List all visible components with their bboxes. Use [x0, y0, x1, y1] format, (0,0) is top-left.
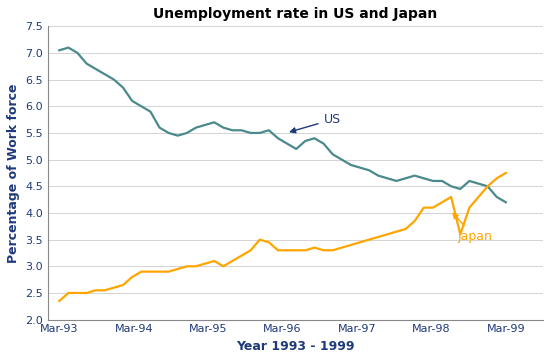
X-axis label: Year 1993 - 1999: Year 1993 - 1999 [236, 340, 355, 353]
Text: US: US [290, 113, 340, 133]
Y-axis label: Percentage of Work force: Percentage of Work force [7, 83, 20, 263]
Title: Unemployment rate in US and Japan: Unemployment rate in US and Japan [153, 7, 438, 21]
Text: Japan: Japan [453, 213, 492, 243]
